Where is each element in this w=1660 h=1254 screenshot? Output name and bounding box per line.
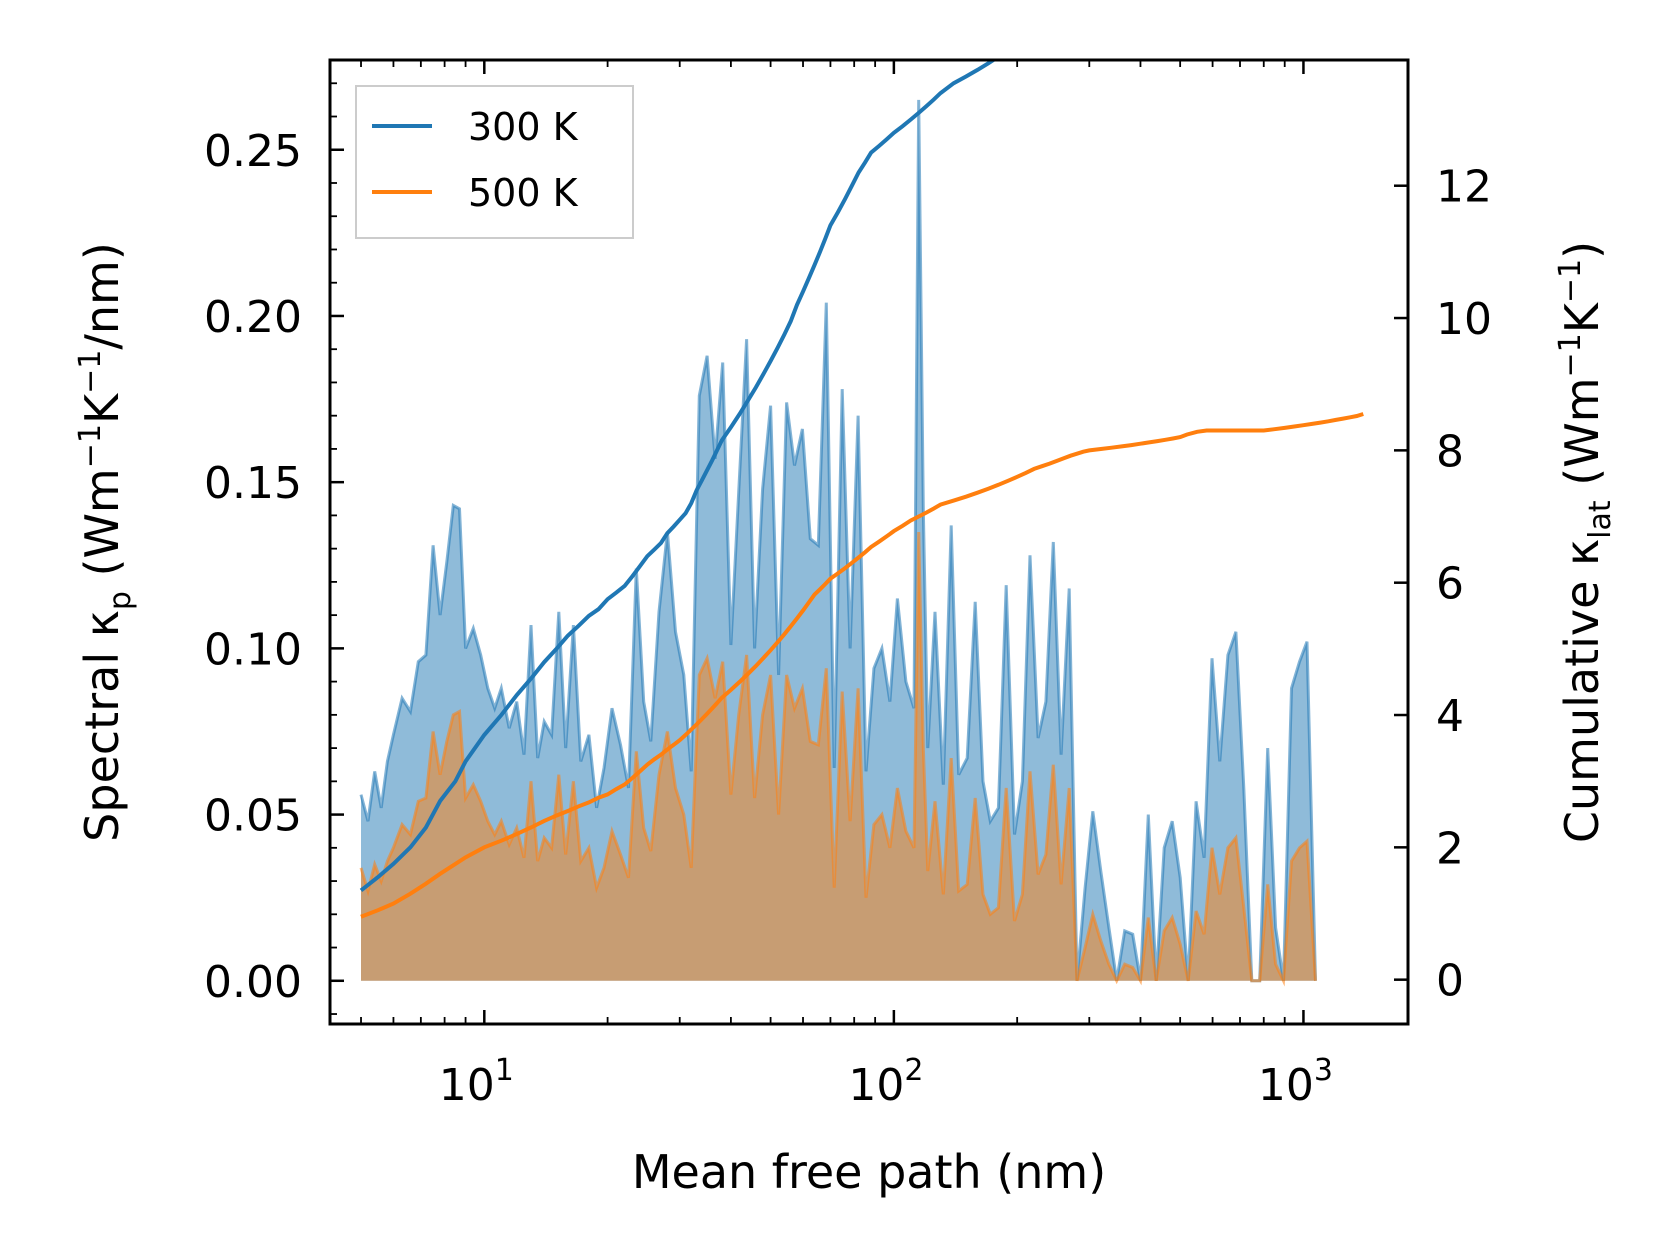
legend-label-500k: 500 K <box>468 171 579 215</box>
y-right-tick-label: 8 <box>1436 426 1464 477</box>
cumulative-lines <box>359 60 1364 919</box>
plot-frame <box>328 58 1410 1026</box>
x-tick-label: 102 <box>848 1053 923 1111</box>
x-tick-label: 101 <box>439 1053 514 1111</box>
legend-label-300k: 300 K <box>468 105 579 149</box>
cumulative-line-500k <box>360 412 1364 919</box>
legend-box <box>355 85 634 239</box>
y-left-tick-label: 0.05 <box>204 791 302 842</box>
y-right-tick-label: 2 <box>1436 823 1464 874</box>
x-axis-label: Mean free path (nm) <box>632 1145 1106 1199</box>
y-left-tick-label: 0.00 <box>204 957 302 1008</box>
axis-ticks <box>330 60 1408 1024</box>
cumulative-line-300k <box>359 60 998 892</box>
spectral-line-500k <box>359 531 1317 987</box>
spectral-fills <box>359 99 1317 987</box>
y-right-tick-label: 10 <box>1436 294 1492 345</box>
y-right-tick-label: 0 <box>1436 956 1464 1007</box>
y-right-tick-label: 4 <box>1436 691 1464 742</box>
legend: 300 K 500 K <box>355 85 634 239</box>
x-tick-label: 103 <box>1258 1053 1333 1111</box>
y-left-tick-label: 0.25 <box>204 126 302 177</box>
y-left-tick-label: 0.10 <box>204 624 302 675</box>
y-right-tick-label: 12 <box>1436 162 1492 213</box>
y-axis-left-label: Spectral κp (Wm−1K−1/nm) <box>73 242 138 842</box>
spectral-line-300k <box>359 99 1317 983</box>
y-right-tick-label: 6 <box>1436 559 1464 610</box>
y-axis-right-label: Cumulative κlat (Wm−1K−1) <box>1553 241 1618 843</box>
y-left-tick-label: 0.15 <box>204 458 302 509</box>
y-left-tick-label: 0.20 <box>204 292 302 343</box>
axis-tick-labels: 0.00 0.05 0.10 0.15 0.20 0.25 0 2 4 6 8 10 12 101 102 1… <box>204 126 1492 1111</box>
spectral-area-500k <box>361 532 1316 981</box>
